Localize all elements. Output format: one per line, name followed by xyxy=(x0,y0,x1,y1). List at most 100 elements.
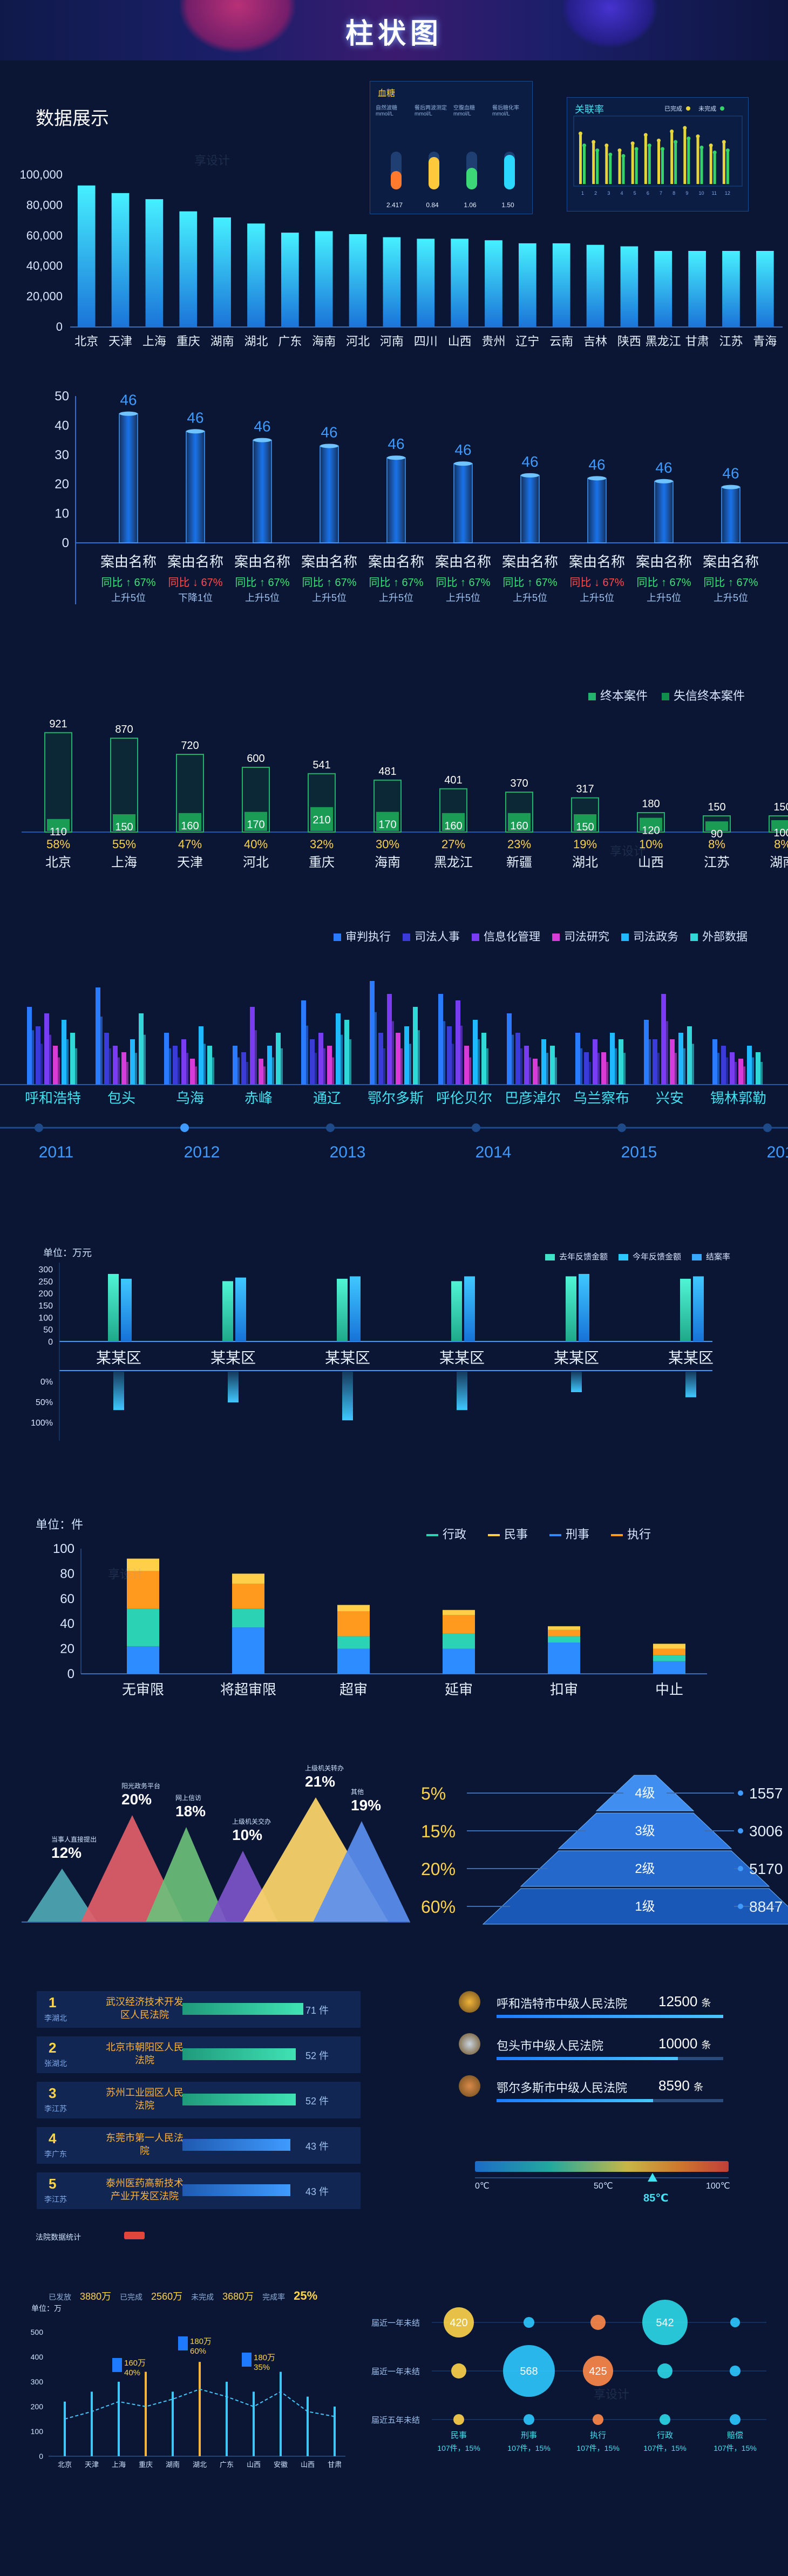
triangle-label: 当事人直接提出 xyxy=(51,1835,97,1843)
callout-pct: 35% xyxy=(254,2363,270,2372)
stack-seg-行政 xyxy=(653,1655,685,1661)
x-tick-label: 重庆 xyxy=(139,2461,153,2469)
mini-bar xyxy=(579,133,582,184)
y-tick-label: 500 xyxy=(31,2328,44,2336)
case-label: 案由名称 xyxy=(167,554,223,570)
stats-title: 法院数据统计 xyxy=(36,2233,81,2241)
y-tick-label: 200 xyxy=(31,2402,44,2411)
dept-bar-sub xyxy=(675,1053,677,1085)
court-bar-fill xyxy=(497,2057,678,2060)
dept-bar-sub xyxy=(392,1021,394,1085)
dept-bar-sub xyxy=(520,1048,522,1085)
rank-owner: 李湖北 xyxy=(44,2014,67,2022)
legend-item: 结案率 xyxy=(692,1251,730,1262)
dishonest-value: 170 xyxy=(378,819,396,831)
x-tick-label: 呼伦贝尔 xyxy=(436,1090,492,1106)
legend-label: 今年反馈金额 xyxy=(633,1252,682,1262)
case-bar xyxy=(654,481,674,543)
percent-label: 27% xyxy=(441,837,465,851)
gauge-current: 85℃ xyxy=(643,2192,669,2204)
case-bar-value: 46 xyxy=(321,424,337,440)
stats-title-badge xyxy=(124,2232,145,2239)
x-tick-label: 湖南 xyxy=(166,2461,180,2469)
x-tick-label: 天津 xyxy=(85,2461,99,2469)
dept-bar-sub xyxy=(323,1048,325,1085)
x-tick-label: 湖南 xyxy=(210,335,234,348)
case-yoy: 同比 ↑ 67% xyxy=(302,576,356,589)
legend-label: 审判执行 xyxy=(345,931,391,943)
dept-bar xyxy=(36,1026,40,1085)
mini-x-label: 9 xyxy=(685,190,688,196)
final-case-legend: 终本案件 失信终本案件 xyxy=(588,686,745,704)
mini-bar xyxy=(618,150,621,184)
bar-河北 xyxy=(349,234,367,327)
this-year-bar xyxy=(579,1273,589,1341)
dept-bar-sub xyxy=(272,1057,274,1085)
bubble xyxy=(503,2345,555,2397)
final-bar xyxy=(44,732,72,833)
x-tick-label: 云南 xyxy=(549,335,573,348)
bubble xyxy=(590,2315,606,2330)
mini-bar-dot xyxy=(699,145,704,149)
final-value: 481 xyxy=(378,766,396,778)
case-bar-value: 46 xyxy=(722,465,739,482)
mini-col: 自然波糖 mmol/L xyxy=(376,105,397,117)
legend-swatch xyxy=(552,933,560,942)
mini-bar xyxy=(592,142,595,184)
bar-山西 xyxy=(451,238,468,327)
stat-label: 未完成 xyxy=(191,2293,214,2301)
stack-seg-民事 xyxy=(337,1605,370,1611)
pyramid-level xyxy=(558,1812,732,1849)
dept-bar xyxy=(678,1033,683,1085)
mini-bar-dot xyxy=(608,152,613,156)
pyramid-pct: 5% xyxy=(421,1784,446,1803)
stack-seg-民事 xyxy=(443,1610,475,1615)
dept-bar-sub xyxy=(623,1053,626,1085)
dept-bar xyxy=(173,1046,178,1085)
dishonest-bar xyxy=(508,813,531,831)
bubble-value: 542 xyxy=(656,2317,674,2329)
court-unit: 条 xyxy=(701,1998,711,2008)
x-tick-label: 北京 xyxy=(45,855,71,870)
legend-swatch xyxy=(488,1534,500,1537)
rank-number: 4 xyxy=(49,2130,57,2146)
mini-bar xyxy=(596,150,599,184)
legend-label: 执行 xyxy=(627,1528,651,1541)
case-bar xyxy=(119,413,138,543)
case-bar-cap xyxy=(454,461,472,466)
dept-bar xyxy=(130,1039,135,1085)
x-tick-label: 中止 xyxy=(655,1681,683,1698)
timeline-dot xyxy=(326,1123,335,1132)
rank-item: 1 李湖北 武汉经济技术开发区人民法院 71 件 xyxy=(37,1991,361,2028)
legend-item: 民事 xyxy=(488,1525,528,1542)
case-label: 案由名称 xyxy=(234,554,290,570)
mini-value: 1.06 xyxy=(464,201,477,209)
stat-value: 25% xyxy=(294,2289,318,2302)
legend-swatch xyxy=(472,933,479,942)
dept-bar xyxy=(336,1013,341,1085)
mini-bar xyxy=(657,140,660,184)
rank-number: 2 xyxy=(49,2040,57,2056)
court-value: 8590 条 xyxy=(658,2077,704,2094)
mini-col: 餐后两波测定 mmol/L xyxy=(415,105,447,117)
rank-item: 5 李江苏 泰州医药高新技术产业开发区法院 43 件 xyxy=(37,2172,361,2209)
gauge-bar xyxy=(475,2161,729,2172)
y-tick-label: 60 xyxy=(60,1592,74,1606)
timeline-dot xyxy=(763,1123,772,1132)
dept-bar xyxy=(378,1033,383,1085)
case-rank: 上升5位 xyxy=(714,592,748,603)
dept-bar xyxy=(661,994,666,1085)
dept-bar xyxy=(70,1033,75,1085)
bubble-col-label: 民事 xyxy=(451,2431,467,2440)
temperature-gauge: 0℃ 50℃ 100℃ 85℃ xyxy=(475,2145,730,2207)
dept-bar xyxy=(259,1059,263,1085)
dept-bar-sub xyxy=(169,1048,171,1085)
bar-上海 xyxy=(145,199,164,327)
x-tick-label: 乌兰察布 xyxy=(573,1090,629,1106)
dept-bar-sub xyxy=(186,1053,188,1085)
stack-seg-民事 xyxy=(548,1626,580,1630)
dept-bar xyxy=(241,1052,246,1085)
y-tick-label: 30 xyxy=(55,448,69,462)
this-year-bar xyxy=(350,1276,361,1341)
dept-bar xyxy=(233,1046,237,1085)
